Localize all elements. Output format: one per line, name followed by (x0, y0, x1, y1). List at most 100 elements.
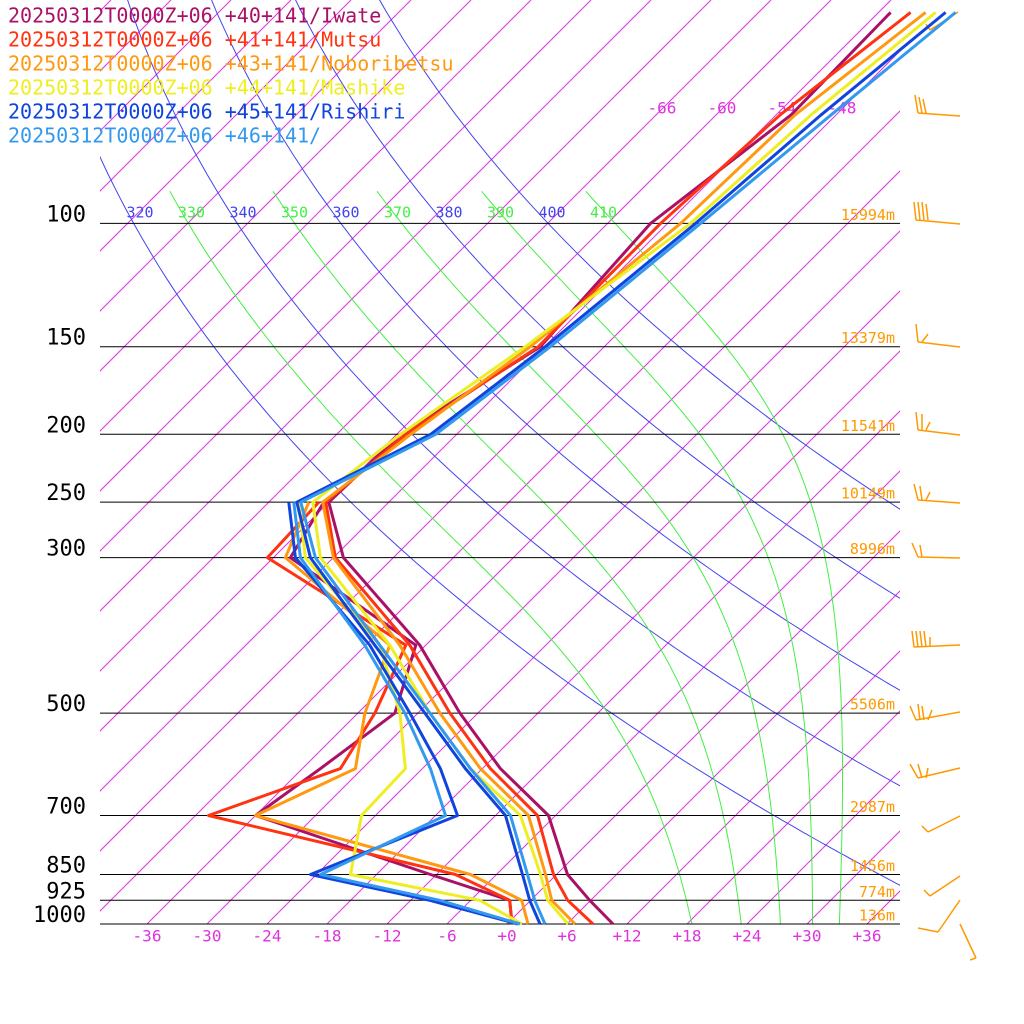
temperature-line (327, 11, 892, 926)
height-label: 136m (859, 907, 895, 925)
moist-adiabat (585, 190, 843, 924)
isotherm (100, 0, 292, 192)
wind-barbs (909, 11, 977, 961)
isotherm (100, 0, 712, 612)
adiabat-label: 360 (332, 204, 359, 222)
adiabat-label: 350 (281, 204, 308, 222)
wind-barb (917, 899, 961, 933)
adiabat-label: 370 (384, 204, 411, 222)
x-tick-label: +36 (853, 927, 882, 946)
temperature-line (311, 11, 937, 925)
legend-entry: 20250312T0000Z+06 +43+141/Noboribetsu (8, 52, 454, 76)
wind-barb (909, 703, 961, 721)
wind-barb (915, 323, 961, 348)
isotherm (266, 290, 900, 924)
isotherm (100, 0, 352, 252)
dewpoint-line (207, 501, 514, 925)
isotherm-label: -60 (707, 99, 736, 118)
adiabat-label: 340 (229, 204, 256, 222)
dry-adiabat (127, 0, 900, 787)
adiabat-label: 330 (178, 204, 205, 222)
wind-barb (911, 630, 961, 648)
wind-barb (959, 923, 977, 961)
wind-barb (915, 411, 961, 436)
legend-entry: 20250312T0000Z+06 +45+141/Rishiri (8, 100, 405, 124)
height-label: 10149m (841, 485, 895, 503)
isotherm (100, 0, 472, 372)
height-label: 13379m (841, 329, 895, 347)
legend: 20250312T0000Z+06 +40+141/Iwate20250312T… (8, 4, 454, 148)
x-tick-label: +0 (497, 927, 516, 946)
y-tick-label: 850 (46, 854, 86, 879)
x-tick-label: +24 (733, 927, 762, 946)
dry-adiabat (211, 0, 900, 691)
y-tick-label: 200 (46, 413, 86, 438)
isotherm (686, 710, 900, 924)
moist-adiabat (376, 191, 781, 924)
isotherm (100, 50, 900, 852)
legend-entry: 20250312T0000Z+06 +46+141/ (8, 124, 321, 148)
y-tick-label: 300 (46, 537, 86, 562)
height-label: 774m (859, 883, 895, 901)
isotherm (206, 230, 900, 924)
x-tick-label: -36 (133, 927, 162, 946)
isotherm (100, 0, 412, 312)
profiles (207, 11, 957, 926)
isotherm (100, 0, 652, 552)
adiabat-label: 380 (435, 204, 462, 222)
legend-entry: 20250312T0000Z+06 +41+141/Mutsu (8, 28, 381, 52)
wind-barb (921, 815, 961, 833)
isotherm (146, 170, 900, 924)
isotherm (566, 590, 900, 924)
isotherm (866, 890, 900, 924)
height-label: 15994m (841, 206, 895, 224)
wind-barb (911, 542, 961, 559)
dewpoint-line (292, 502, 521, 926)
axes: 320 330 340 350 360 370 380 390 400 410 -66 -60 -54 -… (33, 99, 900, 946)
x-tick-label: +18 (673, 927, 702, 946)
y-tick-label: 500 (46, 692, 86, 717)
isotherm (626, 650, 900, 924)
temperature-line (324, 11, 912, 926)
x-tick-label: -18 (313, 927, 342, 946)
y-tick-label: 925 (46, 879, 86, 904)
y-tick-label: 250 (46, 481, 86, 506)
wind-barb (914, 94, 961, 117)
isotherm (100, 0, 772, 672)
isotherm (100, 0, 832, 732)
y-tick-label: 1000 (33, 903, 86, 928)
isotherm (506, 530, 900, 924)
height-label: 2987m (850, 798, 895, 816)
legend-entry: 20250312T0000Z+06 +40+141/Iwate (8, 4, 381, 28)
moist-adiabat (272, 191, 742, 924)
wind-barb (913, 483, 961, 504)
isotherm (806, 830, 900, 924)
x-tick-label: -24 (253, 927, 282, 946)
dry-adiabat (100, 155, 900, 886)
height-label: 5506m (850, 696, 895, 714)
y-tick-label: 700 (46, 794, 86, 819)
legend-entry: 20250312T0000Z+06 +44+141/Mashike (8, 76, 405, 100)
y-tick-label: 150 (46, 326, 86, 351)
temperature-line (299, 11, 957, 925)
temperature-line (321, 11, 927, 926)
isotherm-label: -66 (647, 99, 676, 118)
x-tick-label: +6 (557, 927, 576, 946)
height-label: 1456m (850, 857, 895, 875)
isotherm (100, 0, 592, 492)
x-tick-label: +30 (793, 927, 822, 946)
moist-adiabat (481, 190, 813, 924)
adiabat-label: 390 (487, 204, 514, 222)
x-tick-label: -6 (437, 927, 456, 946)
isotherm (100, 110, 900, 912)
isotherm (326, 350, 900, 924)
dry-adiabat (295, 0, 900, 599)
wind-barb (913, 201, 961, 225)
adiabat-label: 400 (538, 204, 565, 222)
moist-adiabat (169, 191, 693, 924)
wind-barb (909, 763, 961, 779)
adiabat-label: 410 (590, 204, 617, 222)
y-tick-label: 100 (46, 202, 86, 227)
isotherm (386, 410, 900, 924)
